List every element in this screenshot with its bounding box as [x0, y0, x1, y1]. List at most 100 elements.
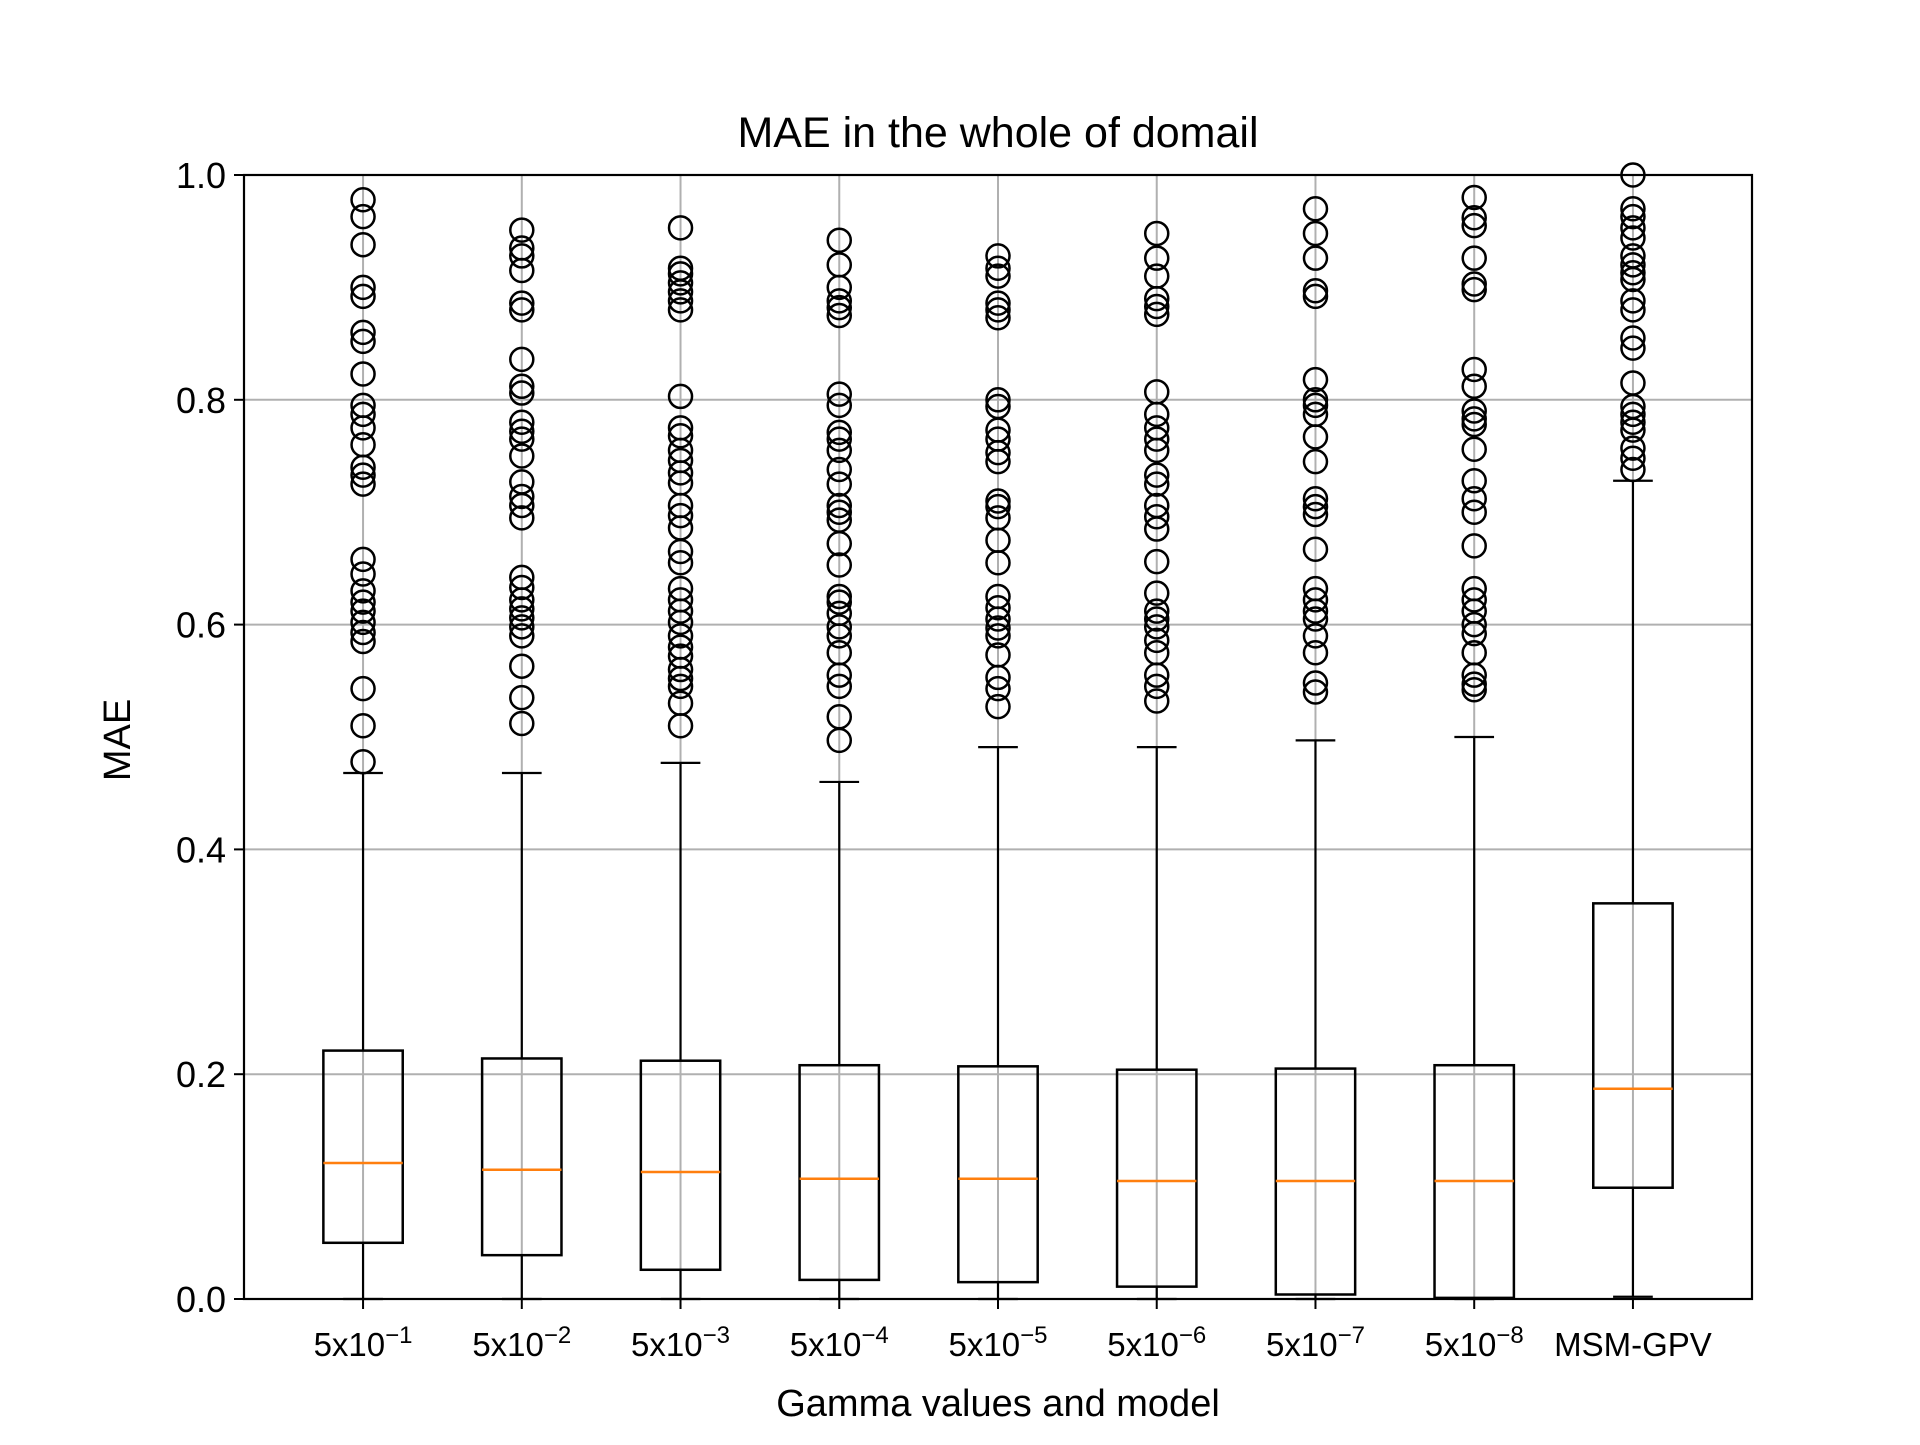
outlier-point — [509, 297, 535, 323]
box-group — [1433, 184, 1516, 1301]
outlier-point — [1143, 293, 1170, 320]
outlier-point — [826, 499, 853, 525]
outlier-point — [509, 505, 535, 531]
outlier-point — [350, 578, 376, 604]
outlier-point — [1143, 220, 1170, 247]
outlier-point — [1302, 245, 1329, 271]
outlier-point — [1461, 485, 1487, 512]
outlier-point — [350, 546, 376, 573]
outlier-point — [826, 437, 853, 464]
outlier-point — [1143, 379, 1170, 405]
outlier-point — [826, 552, 853, 578]
outlier-point — [1620, 252, 1646, 278]
x-tick-label: 5x10−3 — [631, 1322, 730, 1363]
outlier-point — [509, 426, 535, 452]
outlier-point — [350, 748, 376, 775]
outlier-point — [826, 673, 853, 700]
outlier-point — [667, 415, 694, 441]
outlier-point — [1461, 398, 1487, 424]
outlier-point — [1143, 606, 1170, 632]
outlier-point — [1302, 448, 1329, 475]
outlier-point — [509, 373, 535, 400]
outlier-point — [1302, 283, 1329, 310]
box-iqr — [322, 1049, 404, 1245]
outlier-point — [826, 492, 853, 519]
outlier-point — [985, 297, 1011, 323]
y-tick-label: 1.0 — [176, 155, 226, 196]
outlier-point — [350, 561, 376, 587]
outlier-point — [1143, 471, 1170, 497]
outlier-point — [350, 274, 376, 301]
outlier-point — [350, 462, 376, 488]
outlier-point — [1302, 501, 1329, 528]
outlier-point — [985, 493, 1011, 520]
outlier-point — [826, 456, 853, 483]
outlier-point — [985, 255, 1011, 282]
outlier-point — [509, 443, 535, 469]
x-tick-label: 5x10−2 — [472, 1322, 571, 1363]
outlier-point — [1143, 580, 1170, 606]
y-tick-label: 0.8 — [176, 380, 226, 421]
outlier-point — [1143, 492, 1170, 519]
outlier-point — [350, 401, 376, 428]
outlier-point — [509, 380, 535, 406]
outlier-point — [826, 302, 853, 329]
outlier-point — [985, 615, 1011, 641]
outlier-point — [350, 392, 376, 419]
outlier-point — [667, 550, 694, 576]
x-tick-label: 5x10−4 — [790, 1322, 889, 1363]
outlier-point — [1620, 456, 1646, 483]
outlier-point — [350, 598, 376, 624]
outlier-point — [985, 583, 1011, 610]
outlier-point — [826, 583, 853, 610]
outlier-point — [1620, 370, 1646, 396]
box-group — [1274, 195, 1357, 1301]
outlier-point — [1302, 493, 1329, 520]
outlier-point — [1461, 356, 1487, 383]
outlier-point — [826, 614, 853, 640]
outlier-point — [509, 564, 535, 591]
outlier-point — [1302, 679, 1329, 705]
outlier-point — [1143, 263, 1170, 289]
y-tick-label: 0.2 — [176, 1054, 226, 1095]
outlier-point — [1461, 575, 1487, 602]
outlier-point — [1143, 673, 1170, 700]
outlier-point — [1461, 406, 1487, 432]
outlier-point — [1143, 415, 1170, 441]
outlier-point — [667, 623, 694, 649]
outlier-point — [1620, 325, 1646, 351]
outlier-point — [1620, 203, 1646, 230]
outlier-point — [1143, 614, 1170, 640]
outlier-point — [1620, 243, 1646, 269]
outlier-point — [1302, 623, 1329, 649]
outlier-point — [667, 423, 694, 449]
y-axis-ticks: 0.0 0.2 0.4 0.6 0.8 1.0 — [176, 155, 244, 1320]
outlier-point — [826, 589, 853, 615]
outlier-point — [667, 673, 694, 700]
outlier-point — [826, 227, 853, 253]
outlier-point — [985, 623, 1011, 649]
outlier-point — [1302, 195, 1329, 222]
outlier-point — [1620, 225, 1646, 251]
box-group — [957, 243, 1039, 1301]
outlier-point — [1143, 598, 1170, 624]
x-tick-label: 5x10−5 — [949, 1322, 1048, 1363]
outlier-point — [509, 483, 535, 510]
outlier-point — [985, 675, 1011, 702]
outlier-point — [509, 614, 535, 640]
outlier-point — [350, 319, 376, 346]
outlier-point — [509, 596, 535, 622]
outlier-point — [350, 619, 376, 646]
outlier-point — [1461, 373, 1487, 400]
y-tick-label: 0.6 — [176, 605, 226, 646]
box-iqr — [480, 1057, 563, 1257]
outlier-point — [509, 346, 535, 373]
outlier-point — [350, 328, 376, 355]
outlier-point — [1461, 245, 1487, 271]
outlier-point — [509, 290, 535, 316]
outlier-point — [1620, 409, 1646, 436]
y-axis-label: MAE — [97, 699, 139, 781]
outlier-point — [826, 419, 853, 446]
outlier-point — [985, 387, 1011, 413]
box-iqr — [798, 1063, 881, 1282]
